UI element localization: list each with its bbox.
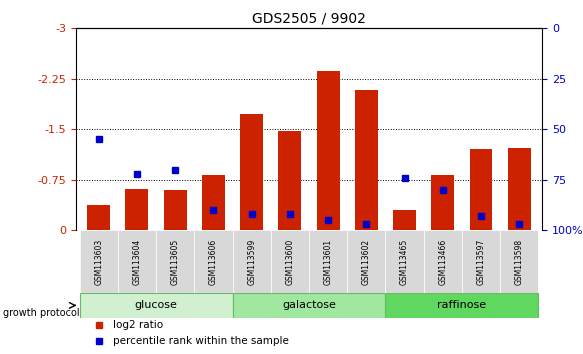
- Bar: [233, 230, 271, 293]
- Bar: [202, 175, 225, 230]
- Text: GSM113605: GSM113605: [171, 239, 180, 285]
- Text: GSM113599: GSM113599: [247, 239, 256, 285]
- Bar: [164, 190, 187, 230]
- Bar: [385, 293, 538, 318]
- Text: galactose: galactose: [282, 301, 336, 310]
- Text: GSM113600: GSM113600: [285, 239, 294, 285]
- Bar: [469, 149, 493, 230]
- Bar: [500, 230, 538, 293]
- Bar: [347, 230, 385, 293]
- Bar: [240, 114, 263, 230]
- Text: GSM113606: GSM113606: [209, 239, 218, 285]
- Text: GSM113602: GSM113602: [362, 239, 371, 285]
- Bar: [317, 71, 339, 230]
- Text: GSM113465: GSM113465: [400, 239, 409, 285]
- Bar: [279, 131, 301, 230]
- Text: raffinose: raffinose: [437, 301, 486, 310]
- Bar: [233, 293, 385, 318]
- Bar: [508, 148, 531, 230]
- Text: GSM113603: GSM113603: [94, 239, 103, 285]
- Bar: [355, 90, 378, 230]
- Bar: [156, 230, 194, 293]
- Bar: [393, 210, 416, 230]
- Bar: [431, 175, 454, 230]
- Text: GSM113598: GSM113598: [515, 239, 524, 285]
- Text: growth protocol: growth protocol: [3, 308, 79, 318]
- Bar: [80, 293, 233, 318]
- Bar: [125, 189, 149, 230]
- Text: glucose: glucose: [135, 301, 177, 310]
- Bar: [309, 230, 347, 293]
- Text: GSM113601: GSM113601: [324, 239, 333, 285]
- Bar: [462, 230, 500, 293]
- Bar: [118, 230, 156, 293]
- Bar: [80, 230, 118, 293]
- Bar: [385, 230, 424, 293]
- Bar: [194, 230, 233, 293]
- Text: GSM113466: GSM113466: [438, 239, 447, 285]
- Bar: [271, 230, 309, 293]
- Bar: [424, 230, 462, 293]
- Text: GSM113604: GSM113604: [132, 239, 142, 285]
- Text: log2 ratio: log2 ratio: [113, 320, 163, 330]
- Bar: [87, 205, 110, 230]
- Text: GSM113597: GSM113597: [476, 239, 486, 285]
- Title: GDS2505 / 9902: GDS2505 / 9902: [252, 12, 366, 26]
- Text: percentile rank within the sample: percentile rank within the sample: [113, 336, 289, 346]
